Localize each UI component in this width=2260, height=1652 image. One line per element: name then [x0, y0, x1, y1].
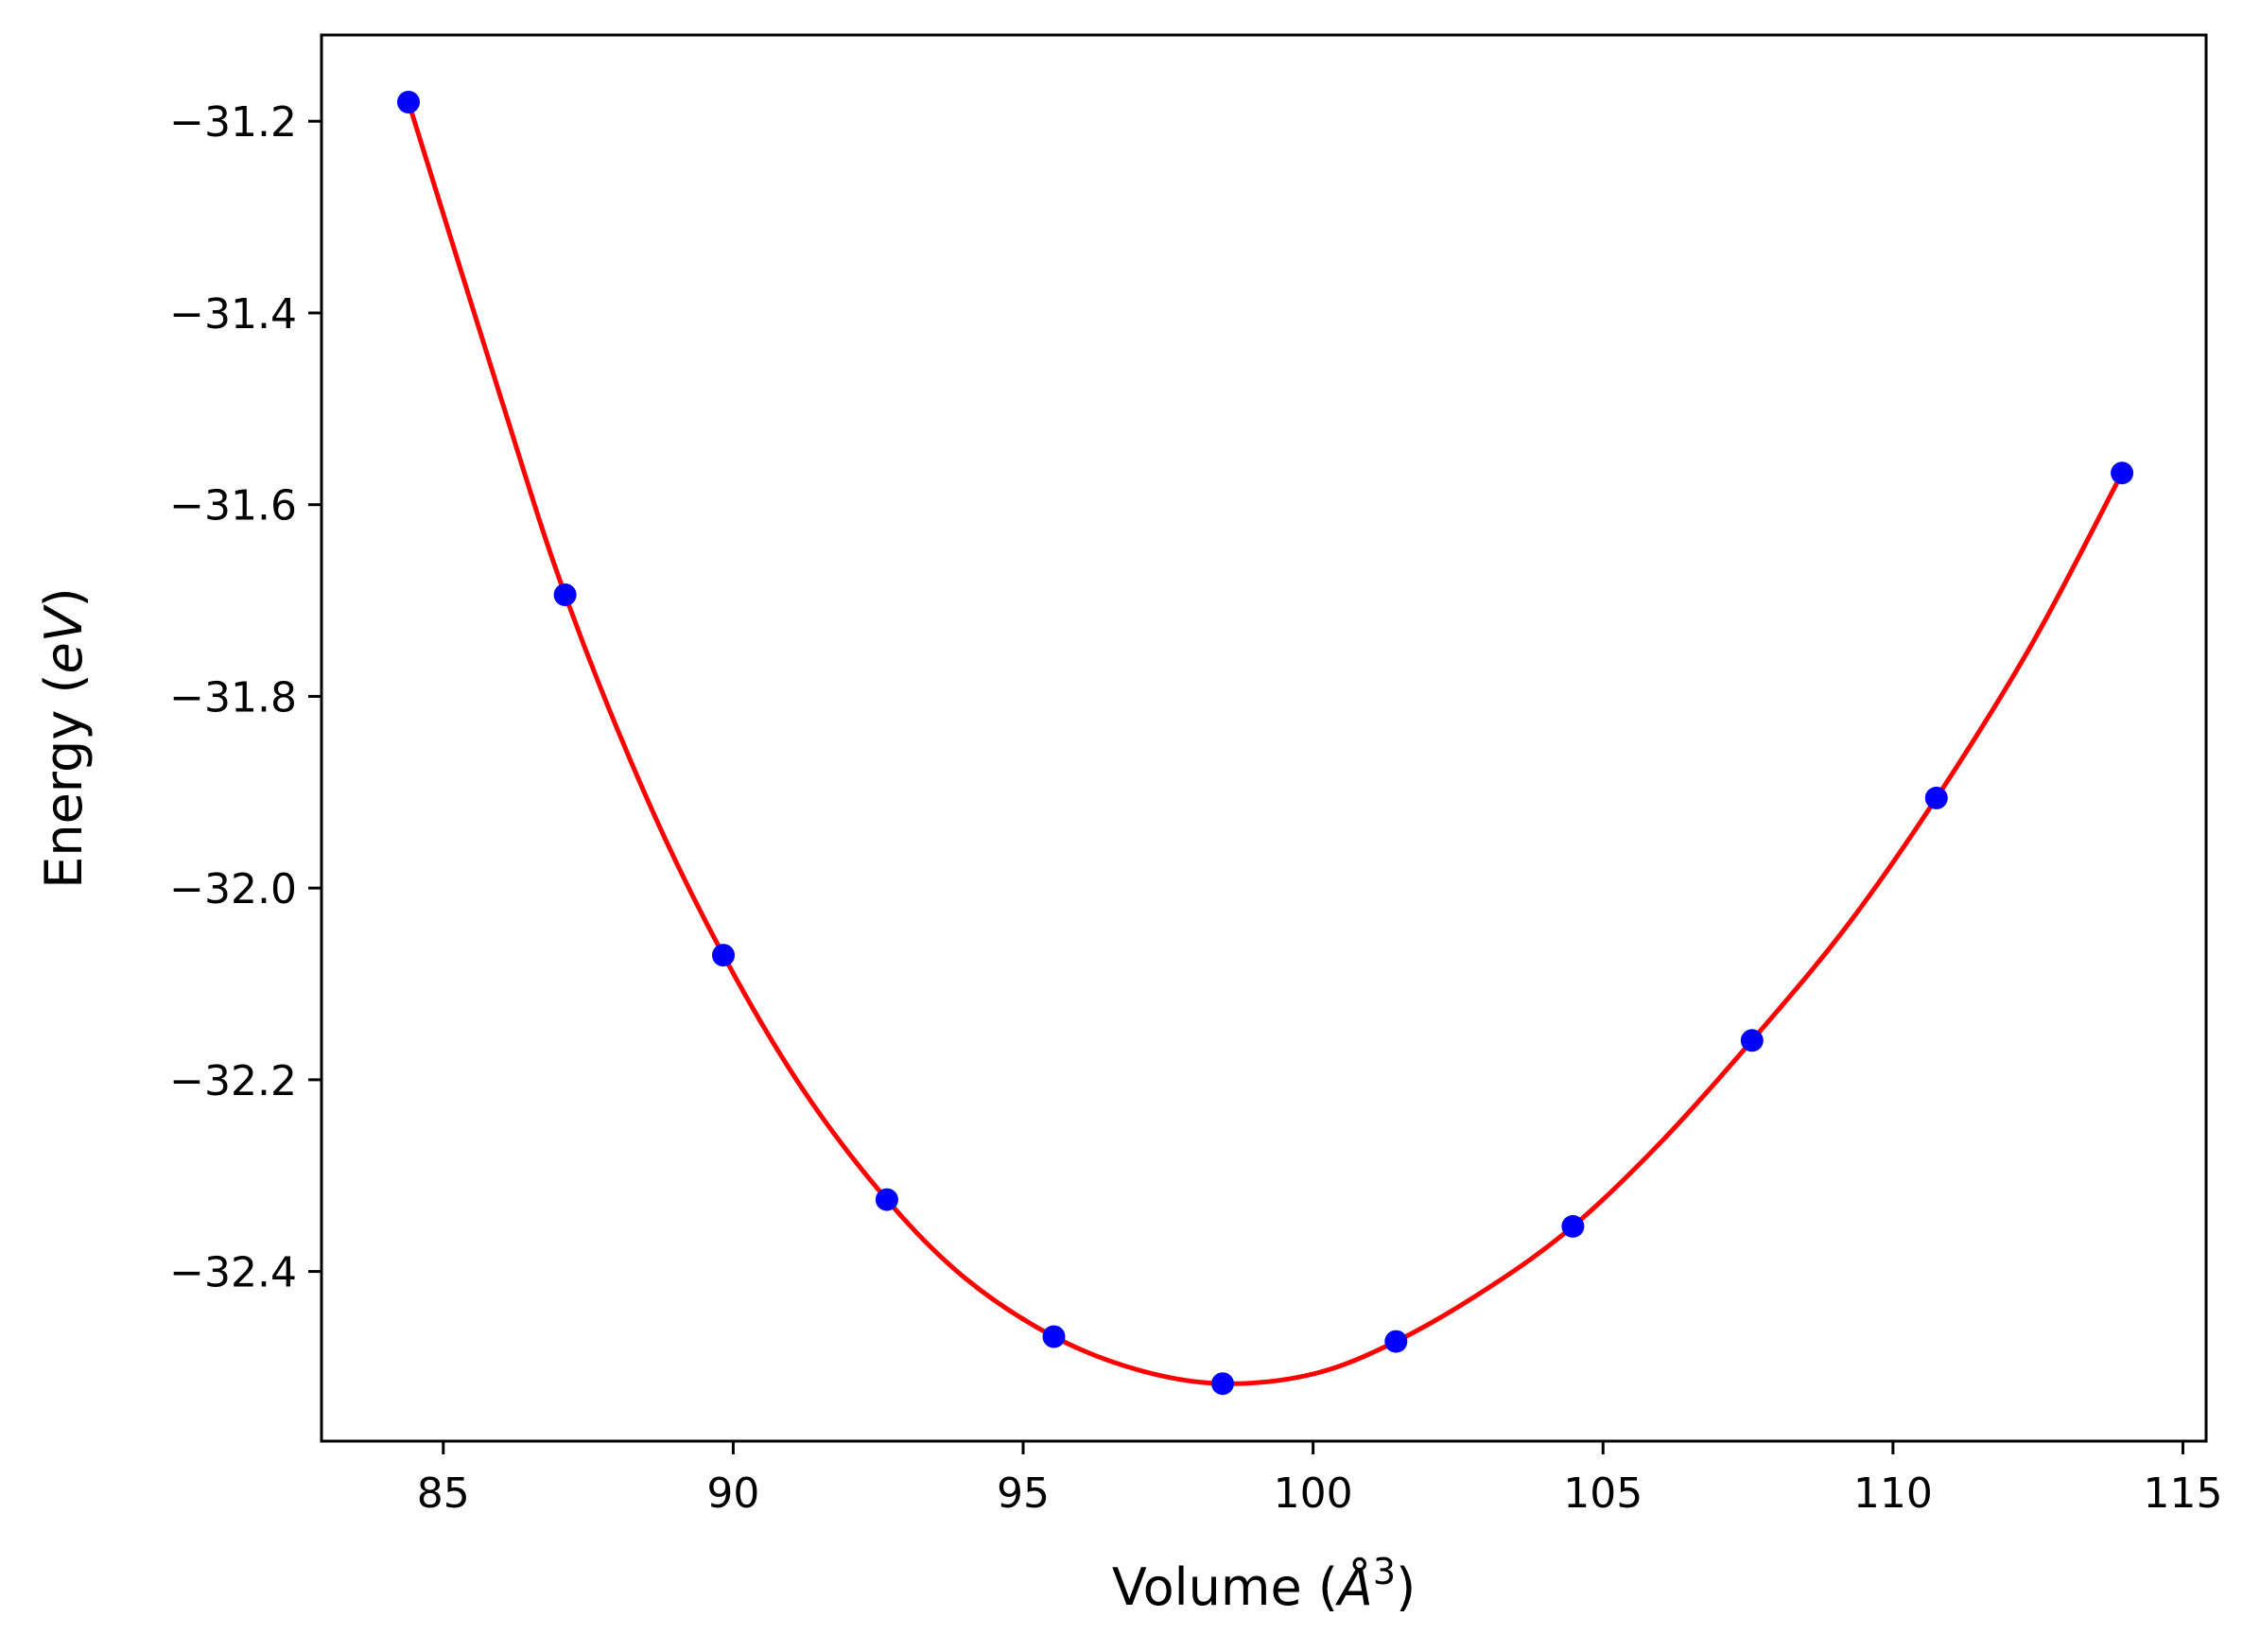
y-tick-label: −31.2	[169, 98, 297, 147]
data-point	[1740, 1029, 1764, 1052]
y-axis: −31.2 −31.4 −31.6 −31.8 −32.0 −32.2 −32.4	[169, 98, 322, 1297]
x-tick-label: 115	[2143, 1469, 2222, 1518]
x-axis: 85 90 95 100 105 110 115	[417, 1441, 2222, 1518]
x-axis-label-exponent: 3	[1373, 1551, 1396, 1592]
x-tick-label: 90	[706, 1469, 759, 1518]
data-point	[1924, 786, 1948, 809]
y-tick-label: −32.0	[169, 865, 297, 913]
y-tick-label: −32.4	[169, 1249, 297, 1297]
x-axis-label-unit: Å	[1335, 1556, 1373, 1617]
plot-area	[397, 91, 2134, 1396]
x-axis-label-close: )	[1396, 1557, 1416, 1617]
data-point	[1211, 1372, 1234, 1396]
y-axis-label-main: Energy (	[34, 673, 94, 888]
y-tick-label: −31.8	[169, 673, 297, 722]
data-point	[1384, 1330, 1408, 1353]
data-point	[2111, 461, 2134, 485]
data-point	[553, 583, 577, 606]
axes-frame	[320, 33, 2208, 1443]
data-point	[397, 91, 420, 113]
data-point	[1042, 1325, 1066, 1348]
x-axis-label: Volume (Å3)	[1112, 1551, 1416, 1617]
y-tick-label: −31.4	[169, 290, 297, 339]
x-tick-label: 110	[1853, 1469, 1933, 1518]
y-axis-label: Energy (eV)	[34, 587, 94, 889]
data-point	[1561, 1214, 1585, 1238]
y-axis-label-unit: eV	[34, 603, 94, 673]
x-tick-label: 105	[1563, 1469, 1643, 1518]
x-axis-label-main: Volume (	[1112, 1557, 1338, 1617]
fit-curve-line	[406, 101, 2125, 1386]
y-tick-label: −31.6	[169, 482, 297, 530]
y-axis-label-close: )	[34, 587, 94, 607]
y-tick-label: −32.2	[169, 1057, 297, 1105]
x-tick-label: 100	[1274, 1469, 1353, 1518]
data-point	[875, 1188, 898, 1211]
x-tick-label: 95	[997, 1469, 1050, 1518]
x-tick-label: 85	[417, 1469, 470, 1518]
data-point	[712, 944, 735, 967]
